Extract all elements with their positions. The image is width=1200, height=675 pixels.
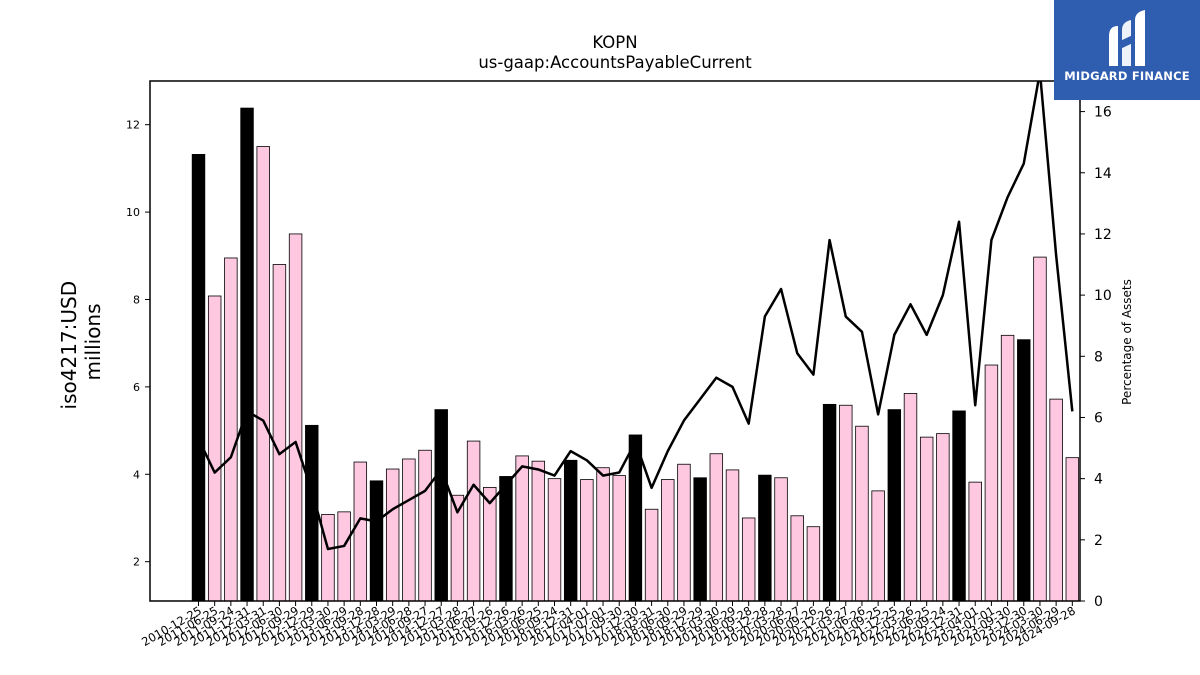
y2-tick-label-14: 14 [1094,166,1112,182]
y2-tick-label-6: 6 [1094,410,1103,426]
bar-2022-12-31 [952,410,966,602]
y2-tick-label-0: 0 [1094,594,1103,610]
y2-axis-label: Percentage of Assets [1120,279,1134,405]
bar-2024-03-30 [1033,256,1047,602]
bar-2016-06-25 [531,460,546,602]
y-tick-label-4: 4 [133,468,140,481]
y-tick-label-8: 8 [133,293,140,306]
bar-2015-12-26 [499,476,513,602]
midgard-finance-logo: MIDGARD FINANCE [1054,0,1200,100]
y2-tick-label-10: 10 [1094,288,1112,304]
bar-2010-12-25 [191,154,206,602]
bar-2022-09-24 [936,433,950,602]
bar-2012-12-29 [305,424,319,602]
bar-2014-03-29 [385,468,400,602]
bar-2017-04-01 [580,479,594,602]
bar-2019-09-28 [741,517,756,602]
y2-tick-label-12: 12 [1094,227,1112,243]
bar-2024-09-28 [1065,457,1080,602]
bar-2011-06-25 [207,295,222,602]
bar-2022-03-26 [903,393,918,602]
percent-line-group [197,81,1074,551]
bar-2018-12-29 [693,477,707,602]
y2-tick-label-8: 8 [1094,349,1103,365]
bar-2018-03-31 [644,508,659,602]
bar-2013-06-29 [337,511,351,602]
logo-text: MIDGARD FINANCE [1064,69,1190,83]
y-axis-label: iso4217:USD millions [57,275,105,410]
bar-2018-06-30 [661,479,675,602]
plot-frame [149,80,1081,602]
bar-2014-12-27 [434,409,448,602]
bar-2021-12-25 [887,409,902,602]
y-axis-label-line-1: iso4217:USD [57,281,81,410]
bar-2021-06-26 [855,425,869,602]
y-tick-label-10: 10 [126,206,140,219]
bar-2013-03-30 [321,514,335,602]
bar-2015-09-26 [483,486,497,602]
bar-2021-09-25 [871,490,885,602]
bar-2022-06-25 [919,436,934,602]
chart-title: KOPN [592,33,637,52]
y2-tick-label-4: 4 [1094,472,1103,488]
bar-2024-06-29 [1049,398,1063,602]
y-tick-label-6: 6 [133,381,140,394]
y-axis-label-line-2: millions [81,303,105,380]
bar-2016-12-31 [563,459,578,602]
bar-2012-03-31 [256,146,270,602]
bar-2011-09-24 [224,257,238,602]
bar-2023-09-30 [1000,334,1015,602]
bar-2014-09-27 [418,449,432,602]
y2-tick-label-2: 2 [1094,533,1103,549]
bar-2017-09-30 [612,475,626,602]
chart-subtitle: us-gaap:AccountsPayableCurrent [478,53,752,72]
y-tick-label-12: 12 [126,119,140,132]
bar-2017-07-01 [596,467,610,602]
bar-2023-07-01 [984,364,999,602]
bar-2014-06-28 [402,458,416,602]
bar-2019-03-30 [709,453,724,602]
bar-2023-12-30 [1017,339,1031,602]
bar-2012-09-29 [288,233,303,602]
percent-of-assets-line [197,81,1074,551]
bar-2013-12-28 [369,480,384,602]
bar-2019-12-28 [758,474,772,602]
bar-2020-09-26 [806,526,821,602]
bar-2023-04-01 [968,481,982,602]
bar-2016-03-26 [515,455,529,602]
bar-2020-03-28 [774,477,788,602]
bar-2011-12-31 [240,107,254,602]
bar-2017-12-30 [628,434,643,602]
bar-2012-06-30 [272,264,287,602]
bar-2018-09-29 [677,463,691,602]
bar-2013-09-28 [353,461,368,602]
bar-2016-09-24 [547,478,562,602]
logo-mark-icon [1109,10,1145,66]
y-tick-label-2: 2 [133,556,140,569]
bar-2021-03-27 [839,404,853,602]
bar-2015-06-27 [466,440,481,602]
bars-group [191,107,1080,602]
y2-tick-label-16: 16 [1094,105,1112,121]
bar-2020-12-26 [822,403,837,602]
bar-2019-06-29 [725,469,740,602]
bar-2020-06-27 [790,515,804,602]
